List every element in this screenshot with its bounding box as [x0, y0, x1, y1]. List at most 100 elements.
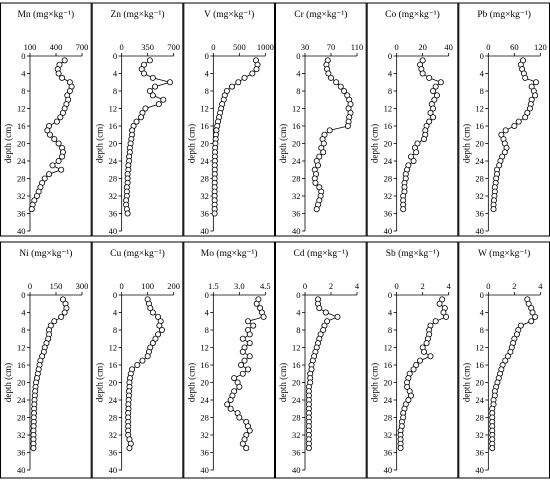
depth-axis-label: depth (cm) — [95, 124, 105, 163]
depth-tick-label: 28 — [17, 413, 26, 423]
data-point — [344, 123, 351, 130]
depth-tick-label: 36 — [109, 209, 118, 219]
data-point — [59, 74, 66, 81]
data-point — [417, 357, 424, 364]
data-point — [227, 396, 234, 403]
data-point — [312, 179, 319, 186]
depth-tick-label: 32 — [200, 191, 209, 201]
data-point — [414, 140, 421, 147]
data-point — [324, 318, 331, 325]
depth-tick-label: 0 — [21, 51, 25, 61]
data-point — [423, 340, 430, 347]
data-point — [504, 353, 511, 360]
data-point — [507, 348, 514, 355]
value-tick-label: 4 — [447, 281, 452, 291]
depth-tick-label: 32 — [384, 191, 393, 201]
value-tick-label: 1.5 — [208, 281, 219, 291]
data-point — [59, 296, 66, 303]
data-point — [427, 109, 434, 116]
depth-tick-label: 40 — [475, 465, 484, 475]
value-tick-label: 2 — [512, 281, 516, 291]
depth-tick-label: 28 — [200, 413, 209, 423]
depth-tick-label: 32 — [475, 430, 484, 440]
data-point — [144, 353, 151, 360]
data-point — [59, 153, 66, 160]
value-tick-label: 100 — [141, 281, 154, 291]
depth-tick-label: 28 — [475, 413, 484, 423]
data-point — [320, 140, 327, 147]
depth-tick-label: 40 — [200, 465, 209, 475]
data-point — [239, 370, 246, 377]
depth-tick-label: 28 — [384, 174, 393, 184]
depth-tick-label: 8 — [21, 325, 25, 335]
data-point — [57, 114, 64, 121]
depth-tick-label: 24 — [292, 156, 301, 166]
data-point — [241, 357, 248, 364]
depth-tick-label: 28 — [292, 413, 301, 423]
depth-tick-label: 12 — [200, 343, 209, 353]
data-point — [155, 313, 162, 320]
panel-title: Mn (mg×kg⁻¹) — [17, 9, 74, 20]
panel-pb: Pb (mg×kg⁻¹) 0 4 8 12 16 20 24 28 32 36 40 depth (cm… — [458, 2, 550, 237]
depth-tick-label: 8 — [388, 325, 392, 335]
data-point — [511, 123, 518, 130]
data-point — [58, 166, 65, 173]
panel-v: V (mg×kg⁻¹) 0 4 8 12 16 20 24 28 32 36 40 depth (cm)… — [183, 2, 275, 237]
data-point — [152, 83, 159, 90]
depth-tick-label: 20 — [200, 139, 209, 149]
panel-title: Pb (mg×kg⁻¹) — [477, 9, 531, 20]
depth-tick-label: 20 — [109, 378, 118, 388]
data-point — [236, 383, 243, 390]
depth-axis-label: depth (cm) — [95, 363, 105, 402]
value-tick-label: 200 — [167, 281, 180, 291]
data-point — [137, 114, 144, 121]
data-point — [55, 70, 62, 77]
data-point — [407, 392, 414, 399]
depth-tick-label: 28 — [109, 413, 118, 423]
data-point — [46, 131, 53, 138]
depth-tick-label: 40 — [17, 226, 26, 236]
value-tick-label: 30 — [301, 42, 310, 52]
depth-tick-label: 16 — [200, 360, 209, 370]
depth-tick-label: 8 — [388, 86, 392, 96]
depth-tick-label: 4 — [388, 308, 393, 318]
data-point — [404, 383, 411, 390]
depth-tick-label: 32 — [109, 430, 118, 440]
depth-axis-label: depth (cm) — [461, 363, 471, 402]
depth-tick-label: 0 — [388, 51, 392, 61]
data-point — [432, 318, 439, 325]
value-tick-label: 500 — [233, 42, 246, 52]
value-tick-label: 0 — [303, 281, 307, 291]
data-point — [246, 353, 253, 360]
depth-tick-label: 0 — [205, 51, 209, 61]
data-point — [436, 300, 443, 307]
data-point — [502, 127, 509, 134]
depth-tick-label: 0 — [480, 51, 484, 61]
panel-title: Ni (mg×kg⁻¹) — [19, 248, 72, 259]
depth-tick-label: 0 — [205, 290, 209, 300]
panel-title: Sb (mg×kg⁻¹) — [386, 248, 440, 259]
depth-tick-label: 12 — [475, 343, 484, 353]
depth-tick-label: 16 — [384, 121, 393, 131]
depth-tick-label: 36 — [384, 209, 393, 219]
depth-tick-label: 24 — [109, 156, 118, 166]
panel-title: Cu (mg×kg⁻¹) — [110, 248, 165, 259]
data-point — [430, 114, 437, 121]
depth-tick-label: 16 — [475, 360, 484, 370]
depth-tick-label: 36 — [17, 448, 26, 458]
data-point — [407, 153, 414, 160]
data-point — [419, 70, 426, 77]
depth-tick-label: 36 — [200, 209, 209, 219]
data-point — [243, 445, 250, 452]
depth-tick-label: 20 — [292, 139, 301, 149]
depth-tick-label: 16 — [17, 360, 26, 370]
value-tick-label: 4 — [355, 281, 360, 291]
depth-tick-label: 24 — [475, 395, 484, 405]
data-point — [224, 401, 231, 408]
panel-mo: Mo (mg×kg⁻¹) 0 4 8 12 16 20 24 28 32 36 40 depth (cm… — [183, 241, 275, 479]
data-point — [443, 313, 450, 320]
data-point — [244, 318, 251, 325]
depth-tick-label: 16 — [475, 121, 484, 131]
